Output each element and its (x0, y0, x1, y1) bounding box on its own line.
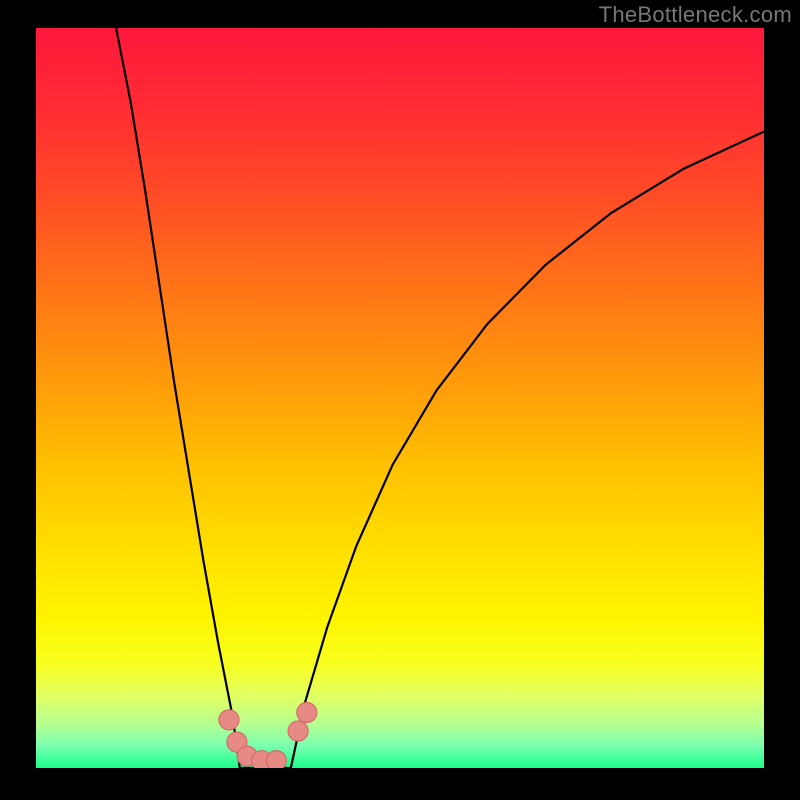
marker-point (266, 751, 286, 771)
gradient-background (36, 28, 764, 768)
chart-svg (0, 0, 800, 800)
marker-point (297, 703, 317, 723)
marker-point (288, 721, 308, 741)
marker-point (219, 710, 239, 730)
watermark-label: TheBottleneck.com (599, 2, 792, 28)
figure-root: TheBottleneck.com (0, 0, 800, 800)
